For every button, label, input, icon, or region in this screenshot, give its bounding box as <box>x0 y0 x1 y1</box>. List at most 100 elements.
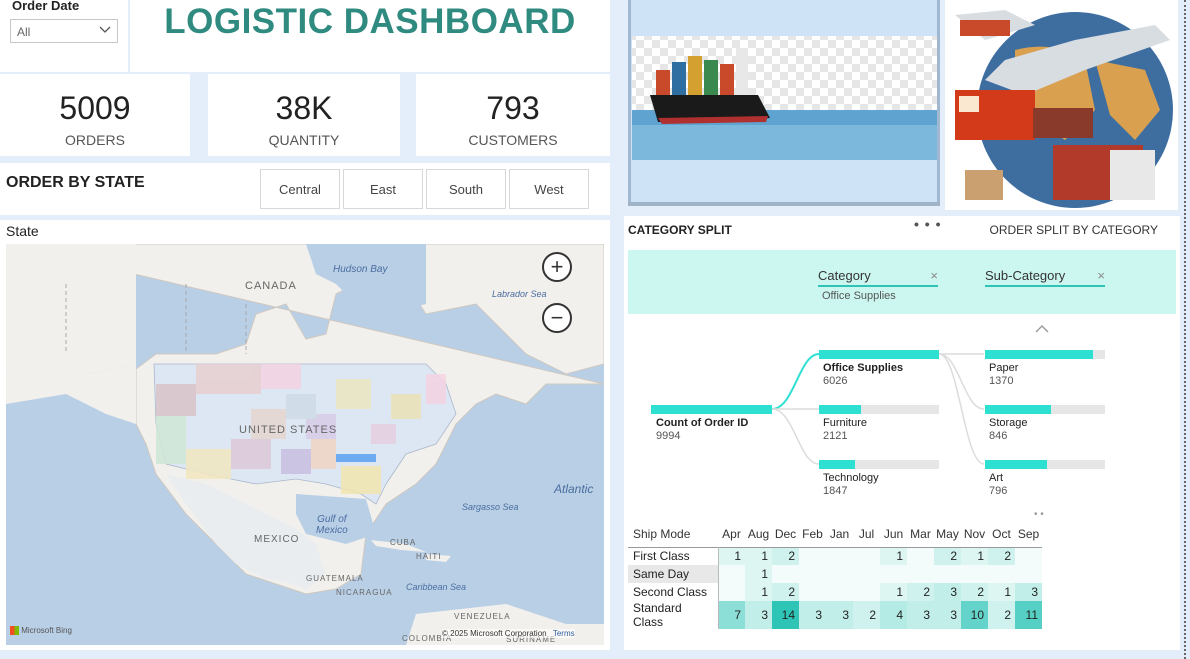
matrix-cell[interactable]: 1 <box>961 546 988 565</box>
matrix-cell[interactable]: 2 <box>988 601 1015 629</box>
matrix-cell[interactable]: 2 <box>988 546 1015 565</box>
order-date-value: All <box>17 25 31 39</box>
matrix-cell[interactable]: 1 <box>880 583 907 601</box>
map-graphic <box>6 244 604 645</box>
region-button-east[interactable]: East <box>343 169 423 209</box>
matrix-cell[interactable] <box>1015 546 1042 565</box>
matrix-row-label[interactable]: Same Day <box>628 565 719 583</box>
bing-label: Microsoft Bing <box>21 626 72 635</box>
matrix-column-header[interactable]: Jun <box>883 526 904 541</box>
matrix-cell[interactable] <box>826 565 853 583</box>
subcategory-node-bar[interactable] <box>985 350 1105 359</box>
subcategory-node-bar[interactable] <box>985 460 1105 469</box>
matrix-cell[interactable] <box>853 565 880 583</box>
kpi-customers-caption: CUSTOMERS <box>468 132 558 148</box>
matrix-cell[interactable] <box>826 583 853 601</box>
matrix-cell[interactable]: 3 <box>907 601 934 629</box>
matrix-cell[interactable]: 11 <box>1015 601 1042 629</box>
matrix-cell[interactable] <box>880 565 907 583</box>
matrix-cell[interactable]: 3 <box>799 601 826 629</box>
matrix-column-header[interactable]: Jan <box>829 526 850 541</box>
terms-link[interactable]: Terms <box>552 629 575 638</box>
title-card: LOGISTIC DASHBOARD <box>130 0 610 72</box>
matrix-cell[interactable]: 14 <box>772 601 799 629</box>
matrix-cell[interactable] <box>907 565 934 583</box>
root-node-bar[interactable] <box>651 405 772 414</box>
matrix-cell[interactable] <box>718 583 745 601</box>
scroll-more-icon[interactable]: • • <box>1034 509 1044 520</box>
remove-category-icon[interactable]: × <box>930 268 938 283</box>
matrix-cell[interactable]: 3 <box>826 601 853 629</box>
matrix-row-label[interactable]: First Class <box>628 546 719 565</box>
cargo-ship-image[interactable] <box>628 0 944 206</box>
region-button-south[interactable]: South <box>426 169 506 209</box>
map-label-colombia: COLOMBIA <box>402 634 453 643</box>
matrix-cell[interactable] <box>1015 565 1042 583</box>
logistics-globe-image[interactable] <box>945 0 1178 210</box>
matrix-cell[interactable]: 2 <box>853 601 880 629</box>
matrix-cell[interactable] <box>853 583 880 601</box>
zoom-in-button[interactable]: + <box>542 252 572 282</box>
matrix-cell[interactable] <box>718 565 745 583</box>
matrix-row-label[interactable]: Standard Class <box>628 601 719 629</box>
matrix-cell[interactable]: 2 <box>772 546 799 565</box>
region-button-central[interactable]: Central <box>260 169 340 209</box>
matrix-cell[interactable]: 4 <box>880 601 907 629</box>
matrix-cell[interactable] <box>799 583 826 601</box>
matrix-cell[interactable]: 1 <box>745 583 772 601</box>
chevron-up-icon[interactable] <box>1034 321 1050 339</box>
matrix-column-header[interactable]: Apr <box>722 526 741 541</box>
matrix-column-header[interactable]: May <box>936 526 959 541</box>
matrix-cell[interactable]: 2 <box>934 546 961 565</box>
matrix-cell[interactable]: 1 <box>745 565 772 583</box>
matrix-cell[interactable]: 3 <box>1015 583 1042 601</box>
matrix-column-header[interactable]: Aug <box>747 526 770 541</box>
matrix-cell[interactable]: 3 <box>934 601 961 629</box>
matrix-cell[interactable]: 1 <box>745 546 772 565</box>
matrix-column-header[interactable]: Mar <box>910 526 931 541</box>
matrix-cell[interactable] <box>799 546 826 565</box>
matrix-row-label[interactable]: Second Class <box>628 583 719 601</box>
matrix-cell[interactable] <box>961 565 988 583</box>
matrix-cell[interactable]: 1 <box>988 583 1015 601</box>
matrix-cell[interactable]: 2 <box>907 583 934 601</box>
category-node-fill <box>819 405 861 414</box>
map-label-suriname: SURINAME <box>506 635 557 644</box>
matrix-cell[interactable]: 7 <box>718 601 745 629</box>
matrix-cell[interactable]: 10 <box>961 601 988 629</box>
matrix-cell[interactable]: 1 <box>718 546 745 565</box>
page-edge-divider <box>1184 0 1186 659</box>
matrix-column-header[interactable]: Jul <box>858 526 875 541</box>
category-node-bar[interactable] <box>819 405 939 414</box>
matrix-cell[interactable]: 3 <box>934 583 961 601</box>
matrix-cell[interactable] <box>826 546 853 565</box>
matrix-column-header[interactable]: Oct <box>992 526 1011 541</box>
page-title: LOGISTIC DASHBOARD <box>164 2 576 41</box>
level-category[interactable]: Category × <box>818 268 938 287</box>
matrix-cell[interactable] <box>988 565 1015 583</box>
matrix-column-header[interactable]: Sep <box>1017 526 1040 541</box>
matrix-cell[interactable]: 2 <box>772 583 799 601</box>
matrix-cell[interactable] <box>799 565 826 583</box>
matrix-cell[interactable] <box>907 546 934 565</box>
more-options-icon[interactable]: • • • <box>914 216 942 232</box>
matrix-cell[interactable] <box>853 546 880 565</box>
level-subcategory[interactable]: Sub-Category × <box>985 268 1105 287</box>
region-button-west[interactable]: West <box>509 169 589 209</box>
matrix-column-header[interactable]: Feb <box>802 526 823 541</box>
matrix-cell[interactable] <box>934 565 961 583</box>
order-date-dropdown[interactable]: All <box>10 19 118 43</box>
kpi-quantity-caption: QUANTITY <box>268 132 340 148</box>
subcategory-node-bar[interactable] <box>985 405 1105 414</box>
matrix-cell[interactable]: 1 <box>880 546 907 565</box>
matrix-column-header[interactable]: Dec <box>774 526 797 541</box>
remove-subcategory-icon[interactable]: × <box>1097 268 1105 283</box>
category-node-bar[interactable] <box>819 460 939 469</box>
category-node-bar[interactable] <box>819 350 939 359</box>
matrix-cell[interactable]: 2 <box>961 583 988 601</box>
zoom-out-button[interactable]: − <box>542 303 572 333</box>
matrix-column-header[interactable]: Nov <box>963 526 986 541</box>
matrix-cell[interactable] <box>772 565 799 583</box>
matrix-cell[interactable]: 3 <box>745 601 772 629</box>
state-map[interactable]: CANADA UNITED STATES MEXICO Hudson Bay L… <box>6 244 604 645</box>
